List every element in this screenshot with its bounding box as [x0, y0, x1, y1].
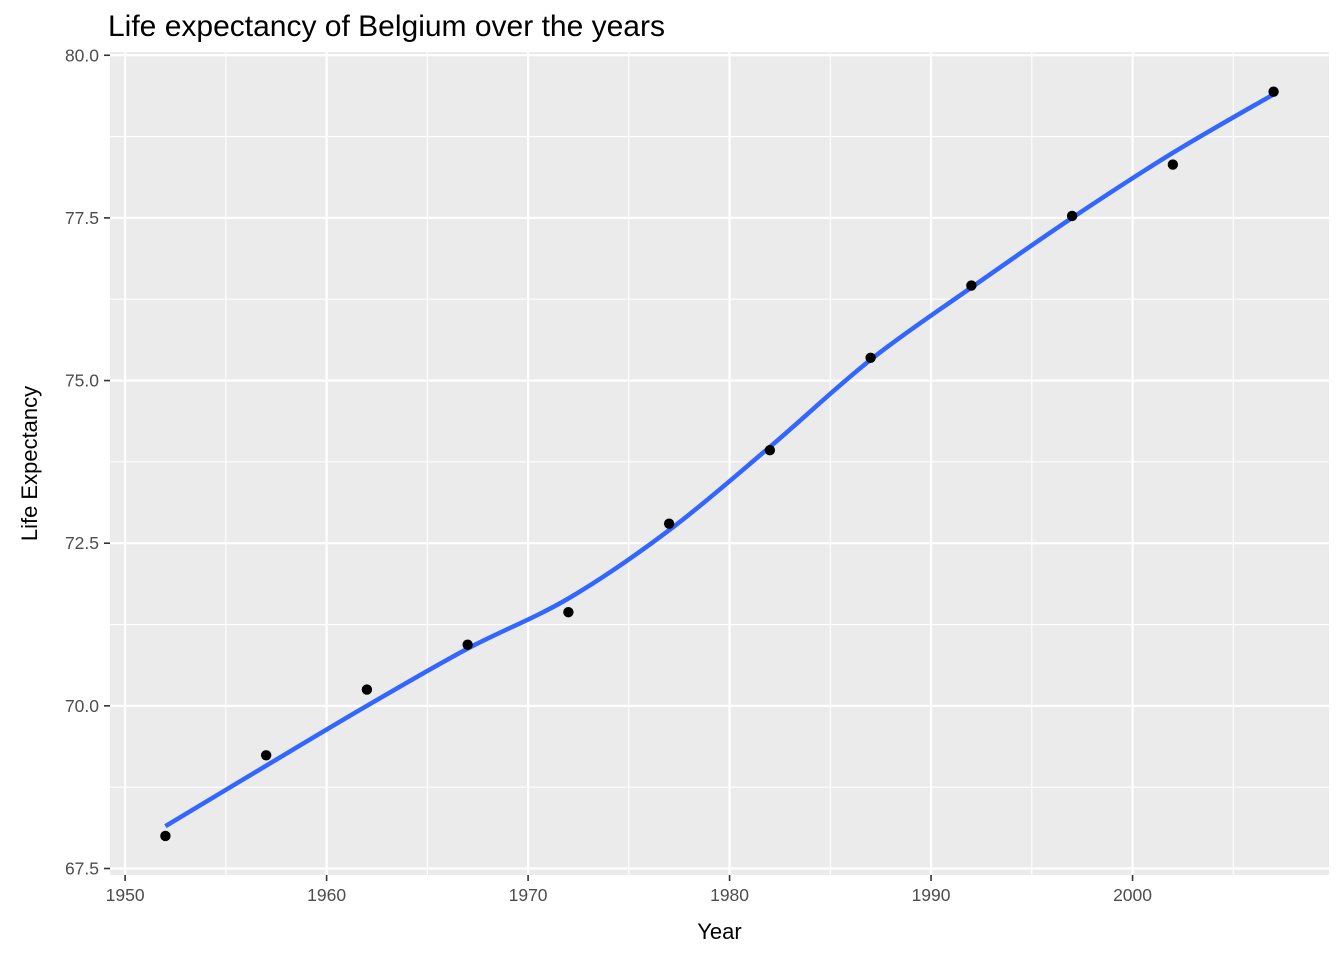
data-point [966, 280, 977, 291]
data-point [260, 750, 272, 761]
major-gridlines [110, 52, 1329, 875]
data-point [361, 684, 373, 695]
minor-gridlines [110, 52, 1329, 875]
x-tick-label: 1950 [106, 885, 145, 905]
x-tick-label: 1960 [307, 885, 346, 905]
chart-title: Life expectancy of Belgium over the year… [108, 10, 665, 43]
y-tick-label: 70.0 [65, 696, 99, 716]
x-tick-label: 1990 [912, 885, 951, 905]
y-tick-label: 75.0 [65, 371, 99, 391]
points-layer [160, 86, 1279, 842]
data-point [160, 830, 171, 842]
y-tick-label: 77.5 [65, 208, 99, 228]
y-tick-label: 72.5 [65, 533, 99, 553]
x-tick-label: 2000 [1113, 885, 1152, 905]
y-axis-title: Life Expectancy [17, 386, 42, 541]
data-point [865, 352, 876, 363]
axes: 1950 1960 1970 1980 1990 2000 67.5 70.0 72.5 75.0… [65, 45, 1152, 905]
data-point [563, 606, 574, 618]
data-point [1167, 159, 1179, 170]
data-point [1268, 86, 1279, 97]
x-axis-title: Year [697, 919, 741, 944]
data-point [1066, 210, 1078, 222]
y-tick-label: 80.0 [65, 45, 99, 65]
y-tick-label: 67.5 [65, 858, 99, 878]
data-point [764, 444, 776, 456]
x-tick-label: 1980 [710, 885, 749, 905]
data-point [462, 639, 473, 650]
x-tick-label: 1970 [509, 885, 548, 905]
data-point [663, 518, 675, 529]
